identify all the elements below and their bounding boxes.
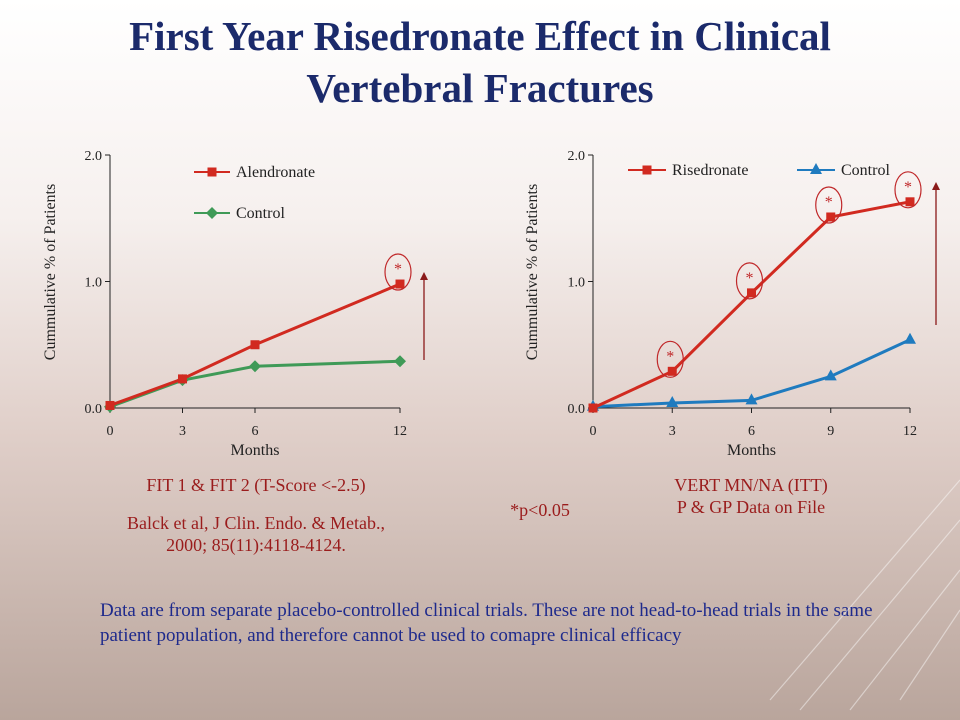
left-point-control — [249, 360, 261, 373]
left-legend-label-alendronate: Alendronate — [236, 164, 315, 181]
left-point-alendronate — [105, 400, 115, 410]
left-y-tick-label: 2.0 — [85, 149, 103, 164]
right-x-tick-label: 9 — [827, 424, 834, 439]
right-series-line-risedronate — [592, 200, 911, 410]
disclaimer-text: Data are from separate placebo-controlle… — [100, 600, 873, 646]
significance-note: *p<0.05 — [510, 500, 570, 520]
right-x-tick-label: 12 — [903, 424, 917, 439]
right-legend-label-control: Control — [841, 162, 890, 179]
right-significance-star: * — [746, 270, 754, 287]
right-chart-caption: VERT MN/NA (ITT) P & GP Data on File — [600, 474, 902, 518]
right-point-risedronate — [588, 403, 598, 413]
left-x-axis-label: Months — [231, 442, 280, 459]
right-significance-circle — [656, 340, 684, 378]
right-y-tick-label: 0.0 — [568, 402, 586, 417]
slide-title: First Year Risedronate Effect in Clinica… — [0, 10, 960, 114]
left-legend-marker-control — [206, 207, 218, 219]
left-significance-circle — [384, 253, 412, 291]
left-point-alendronate — [178, 374, 187, 384]
right-point-risedronate — [667, 366, 677, 376]
right-point-control — [666, 395, 679, 407]
right-legend-marker-risedronate — [642, 165, 652, 175]
right-significance-star: * — [904, 179, 912, 196]
decorative-lines — [769, 479, 960, 711]
left-y-tick-label: 1.0 — [85, 276, 103, 291]
right-x-axis-label: Months — [727, 442, 776, 459]
right-significance-circle — [894, 171, 922, 209]
left-x-tick-label: 6 — [252, 424, 259, 439]
right-increase-arrowhead — [932, 182, 940, 190]
right-point-risedronate — [905, 197, 915, 207]
right-y-tick-label: 2.0 — [568, 149, 586, 164]
right-point-control — [745, 393, 758, 405]
left-point-alendronate — [250, 340, 260, 350]
right-point-risedronate — [747, 288, 756, 298]
left-y-axis-label: Cummulative % of Patients — [42, 184, 59, 360]
right-x-tick-label: 0 — [590, 424, 597, 439]
right-point-control — [904, 332, 916, 344]
title-line-2: Vertebral Fractures — [306, 65, 654, 111]
right-point-risedronate — [826, 212, 836, 222]
left-legend-label-control: Control — [236, 205, 285, 222]
left-chart-reference: Balck et al, J Clin. Endo. & Metab., 200… — [90, 512, 422, 556]
left-legend-marker-alendronate — [207, 167, 217, 177]
left-point-alendronate — [395, 279, 405, 289]
left-point-control — [394, 355, 406, 368]
right-y-axis-label: Cummulative % of Patients — [524, 184, 541, 360]
right-legend-marker-control — [810, 163, 822, 174]
left-x-tick-label: 12 — [393, 424, 407, 439]
right-significance-circle — [735, 262, 764, 300]
left-x-tick-label: 0 — [107, 424, 114, 439]
right-legend-label-risedronate: Risedronate — [672, 162, 748, 179]
right-caption-line-1: VERT MN/NA (ITT) — [674, 475, 828, 495]
left-x-tick-label: 3 — [179, 424, 186, 439]
reference-line-2: 2000; 85(11):4118-4124. — [166, 535, 346, 555]
reference-line-1: Balck et al, J Clin. Endo. & Metab., — [127, 513, 385, 533]
left-significance-star: * — [394, 261, 402, 278]
right-significance-star: * — [825, 194, 833, 211]
left-chart-caption: FIT 1 & FIT 2 (T-Score <-2.5) — [106, 474, 406, 496]
left-y-tick-label: 0.0 — [85, 402, 103, 417]
left-caption-line: FIT 1 & FIT 2 (T-Score <-2.5) — [146, 475, 366, 495]
right-x-tick-label: 6 — [748, 424, 755, 439]
right-point-control — [824, 369, 837, 381]
right-y-tick-label: 1.0 — [568, 276, 586, 291]
left-series-line-alendronate — [109, 282, 401, 407]
right-caption-line-2: P & GP Data on File — [676, 497, 826, 517]
right-x-tick-label: 3 — [669, 424, 676, 439]
right-significance-circle — [815, 186, 843, 224]
left-increase-arrowhead — [420, 272, 428, 280]
right-significance-star: * — [666, 348, 674, 365]
title-line-1: First Year Risedronate Effect in Clinica… — [129, 13, 831, 59]
